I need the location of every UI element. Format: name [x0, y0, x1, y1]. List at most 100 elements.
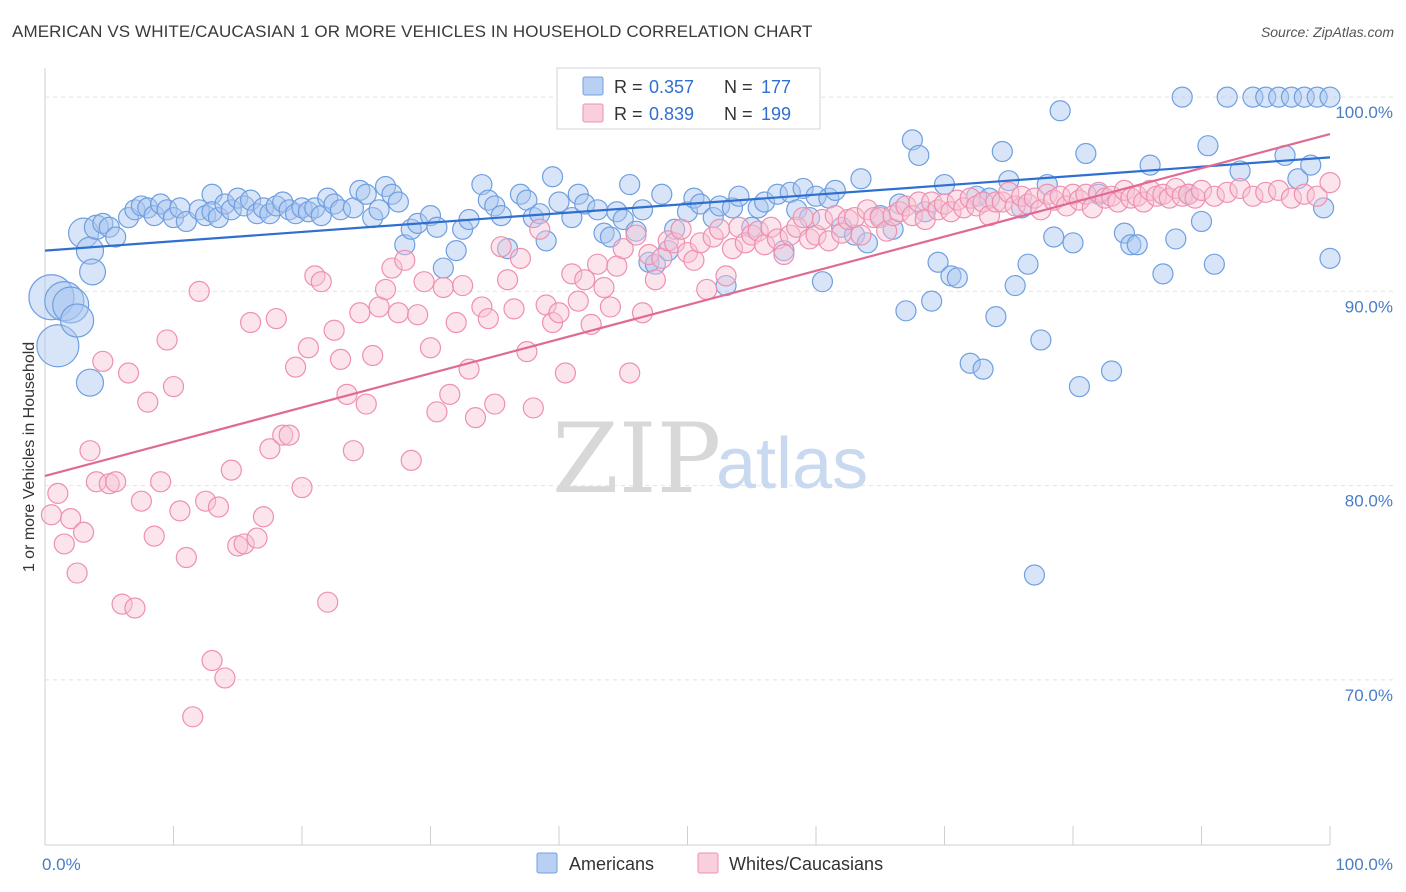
- point-1-35: [265, 307, 287, 330]
- point-0-163: [1255, 86, 1277, 108]
- point-0-1: [36, 324, 80, 368]
- point-1-41: [304, 265, 326, 287]
- point-0-64: [471, 173, 493, 196]
- point-1-121: [818, 230, 840, 252]
- point-1-37: [278, 424, 300, 446]
- point-0-138: [1017, 253, 1039, 275]
- point-0-107: [792, 177, 814, 200]
- point-1-186: [1280, 187, 1303, 209]
- legend-n-label-1: N =: [724, 77, 753, 97]
- point-0-153: [1152, 263, 1174, 285]
- point-1-91: [625, 224, 647, 246]
- point-1-26: [207, 496, 230, 518]
- point-0-48: [349, 179, 371, 201]
- point-1-105: [715, 265, 737, 287]
- legend-n-value-1: 177: [761, 77, 791, 97]
- point-1-189: [1319, 172, 1341, 194]
- x-ticks: [44, 826, 1331, 845]
- point-1-76: [529, 218, 551, 240]
- point-1-55: [394, 249, 416, 271]
- point-0-61: [445, 239, 467, 262]
- point-1-12: [117, 362, 140, 384]
- point-1-4: [66, 562, 88, 584]
- point-1-50: [362, 344, 384, 367]
- point-0-98: [721, 197, 744, 219]
- point-0-73: [535, 230, 557, 252]
- point-0-161: [1229, 160, 1251, 182]
- point-1-72: [503, 298, 525, 320]
- point-1-16: [143, 525, 165, 547]
- point-0-125: [927, 251, 949, 273]
- point-1-8: [92, 350, 114, 372]
- point-0-12: [105, 226, 127, 248]
- point-1-25: [201, 649, 223, 672]
- point-0-78: [574, 193, 596, 215]
- point-0-139: [1023, 564, 1046, 586]
- point-1-66: [464, 407, 487, 429]
- point-0-154: [1165, 228, 1187, 250]
- point-0-36: [265, 195, 287, 217]
- point-1-53: [381, 257, 403, 279]
- point-1-6: [79, 440, 101, 462]
- point-1-20: [169, 500, 191, 522]
- series-0: [28, 86, 1341, 586]
- legend-swatch-americans: [582, 76, 604, 96]
- x-tick-label-min: 0.0%: [42, 855, 81, 874]
- point-1-185: [1267, 179, 1290, 201]
- point-0-132: [978, 187, 1001, 209]
- point-1-23: [188, 280, 210, 302]
- point-0-144: [1062, 232, 1084, 254]
- point-1-83: [574, 269, 596, 291]
- point-0-131: [972, 358, 994, 380]
- point-1-19: [162, 375, 185, 398]
- point-1-74: [516, 341, 538, 363]
- point-1-170: [1133, 191, 1155, 213]
- point-1-102: [696, 278, 718, 301]
- point-1-114: [773, 243, 795, 266]
- point-0-168: [1319, 86, 1341, 108]
- point-1-119: [805, 224, 827, 246]
- point-0-172: [1312, 197, 1335, 219]
- point-1-159: [1062, 183, 1084, 205]
- point-0-27: [207, 206, 230, 229]
- trend-layer: [44, 132, 1331, 477]
- point-0-59: [426, 216, 448, 238]
- point-1-22: [182, 706, 204, 728]
- point-1-21: [175, 546, 197, 569]
- point-1-89: [612, 238, 634, 260]
- point-0-29: [220, 199, 242, 221]
- point-1-27: [214, 667, 236, 689]
- point-0-143: [1049, 100, 1071, 122]
- point-1-42: [310, 271, 332, 293]
- point-0-124: [921, 290, 943, 312]
- bottom-legend: Americans Whites/Caucasians: [536, 852, 883, 874]
- point-1-70: [490, 236, 512, 258]
- point-0-157: [1190, 210, 1213, 233]
- point-1-54: [387, 302, 409, 324]
- point-1-60: [426, 401, 448, 423]
- point-0-75: [548, 191, 570, 213]
- point-1-86: [593, 276, 615, 299]
- point-1-81: [561, 263, 583, 285]
- point-1-64: [452, 274, 474, 297]
- point-1-140: [940, 201, 962, 223]
- legend-n-value-2: 199: [761, 104, 791, 124]
- point-1-63: [445, 311, 467, 334]
- point-1-33: [252, 506, 275, 528]
- watermark: ZIP atlas: [552, 403, 868, 515]
- point-0-166: [1293, 86, 1315, 108]
- point-1-38: [284, 356, 307, 378]
- point-1-177: [1178, 183, 1200, 205]
- point-0-80: [593, 222, 615, 244]
- point-0-160: [1216, 86, 1238, 108]
- point-1-171: [1139, 179, 1161, 201]
- point-0-133: [985, 306, 1007, 328]
- point-1-32: [246, 527, 268, 549]
- point-1-68: [477, 307, 499, 330]
- y-tick-label-2: 80.0%: [1345, 492, 1393, 511]
- point-0-89: [651, 183, 673, 205]
- point-1-44: [323, 319, 345, 341]
- point-1-98: [670, 218, 692, 240]
- point-0-84: [619, 173, 641, 196]
